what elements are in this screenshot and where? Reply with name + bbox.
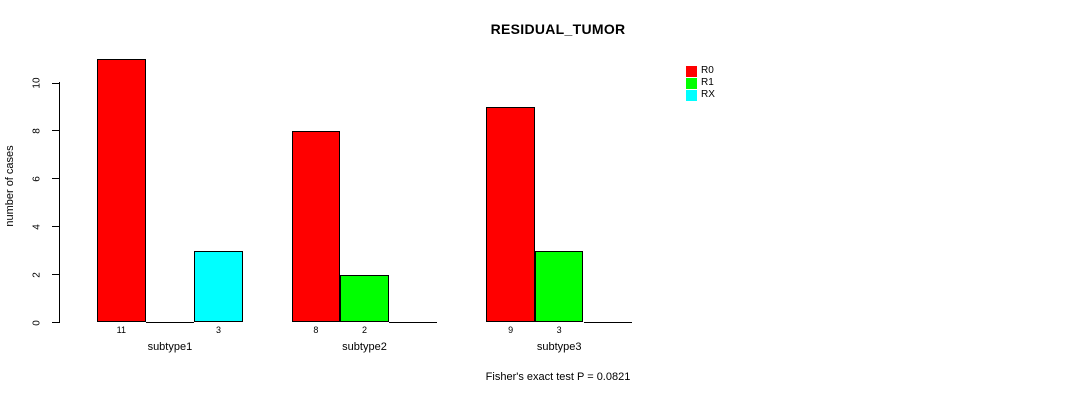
footnote: Fisher's exact test P = 0.0821 [485, 371, 631, 383]
legend-label: RX [701, 89, 715, 100]
chart-title: RESIDUAL_TUMOR [490, 21, 626, 37]
legend-label: R0 [701, 65, 714, 76]
bar-r1-subtype2 [340, 274, 389, 323]
y-tick-label: 6 [31, 176, 43, 182]
y-tick-label: 4 [31, 223, 43, 230]
y-tick [52, 226, 60, 228]
y-tick-label: 2 [31, 271, 43, 278]
bar-r0-subtype3 [486, 106, 535, 323]
bar-r0-subtype2 [291, 130, 341, 323]
y-tick-label: 8 [31, 128, 43, 134]
legend-label: R1 [701, 77, 714, 88]
legend-swatch-icon [686, 90, 697, 101]
legend-swatch-icon [686, 78, 697, 89]
y-axis-label: number of cases [4, 145, 16, 227]
y-axis-line [59, 82, 60, 323]
bar-r1-subtype3 [534, 250, 584, 323]
bar-value-label: 8 [313, 325, 319, 335]
bar-r0-subtype1 [97, 59, 146, 323]
bar-rx-subtype1 [194, 250, 243, 323]
bar-value-label: 2 [361, 325, 368, 335]
bar-value-label: 9 [508, 325, 514, 335]
bar-value-label: 3 [556, 325, 562, 335]
category-label-subtype2: subtype2 [342, 341, 387, 353]
bar-value-label: 3 [215, 325, 222, 335]
y-tick-label: 10 [31, 77, 43, 89]
y-tick [52, 274, 60, 276]
y-tick [52, 178, 60, 180]
legend-swatch-icon [686, 66, 697, 77]
category-label-subtype1: subtype1 [147, 341, 193, 353]
y-tick [52, 82, 60, 84]
y-tick [52, 322, 60, 323]
y-tick-label: 0 [31, 319, 43, 326]
zero-bar-rx-subtype3 [583, 321, 633, 323]
y-tick [52, 130, 60, 132]
category-label-subtype3: subtype3 [536, 341, 582, 353]
bar-value-label: 11 [116, 325, 126, 335]
zero-bar-r1-subtype1 [145, 321, 195, 323]
zero-bar-rx-subtype2 [388, 321, 438, 323]
